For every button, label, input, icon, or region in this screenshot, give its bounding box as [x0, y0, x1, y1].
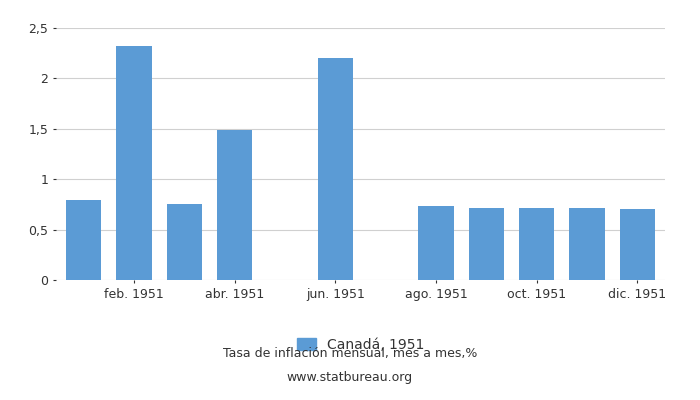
Bar	[620, 210, 655, 280]
Bar	[469, 208, 504, 280]
Bar	[519, 208, 554, 280]
Bar	[116, 46, 152, 280]
Bar	[318, 58, 353, 280]
Bar	[217, 130, 252, 280]
Text: www.statbureau.org: www.statbureau.org	[287, 372, 413, 384]
Bar	[569, 208, 605, 280]
Bar	[167, 204, 202, 280]
Bar	[419, 206, 454, 280]
Text: Tasa de inflación mensual, mes a mes,%: Tasa de inflación mensual, mes a mes,%	[223, 348, 477, 360]
Legend: Canadá, 1951: Canadá, 1951	[291, 332, 430, 358]
Bar	[66, 200, 102, 280]
